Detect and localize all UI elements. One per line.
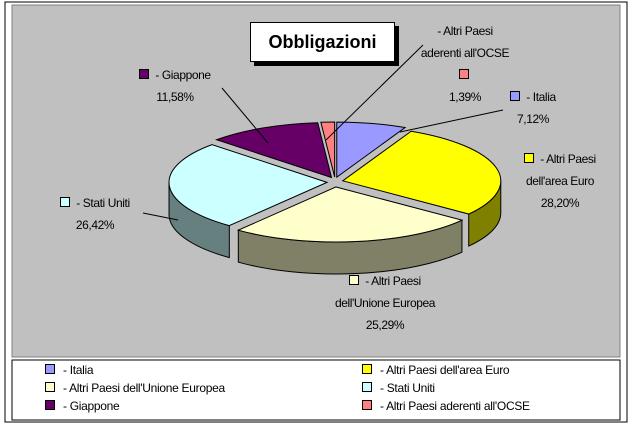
data-label: - Giappone 11,58% — [120, 64, 230, 108]
slice-top — [336, 121, 407, 179]
legend-box — [11, 359, 621, 421]
data-label: - Altri Paesi dell'area Euro 28,20% — [505, 148, 615, 214]
leader-line — [142, 212, 179, 221]
legend-swatch — [362, 400, 372, 410]
leader-line — [221, 87, 269, 144]
data-label: - Stati Uniti 26,42% — [40, 192, 150, 236]
legend-entry: - Giappone — [45, 399, 120, 413]
legend-entry: - Italia — [45, 363, 94, 377]
label-swatch — [524, 153, 535, 163]
pie — [168, 121, 502, 275]
legend-label: - Altri Paesi dell'Unione Europea — [63, 381, 225, 395]
slice-top — [236, 186, 464, 243]
label-value: 1,39% — [448, 90, 482, 104]
legend-entry: - Altri Paesi aderenti all'OCSE — [362, 399, 530, 413]
pie-slice — [336, 121, 407, 179]
leader-lines — [142, 44, 504, 221]
label-swatch — [459, 69, 469, 79]
legend-swatch — [45, 364, 55, 374]
pie-slice — [236, 186, 464, 275]
legend-label: - Stati Uniti — [380, 381, 435, 395]
legend-entry: - Altri Paesi dell'Unione Europea — [45, 381, 225, 395]
slice-top — [215, 122, 333, 179]
legend-swatch — [362, 364, 372, 374]
pie-slice — [168, 144, 329, 259]
leader-line — [325, 44, 424, 141]
legend-entry: - Altri Paesi dell'area Euro — [362, 363, 510, 377]
leader-line — [399, 109, 504, 133]
label-swatch — [60, 197, 71, 207]
slice-top — [341, 130, 502, 215]
slice-top — [168, 144, 329, 227]
data-label: - Italia 7,12% — [488, 86, 578, 130]
label-value: 11,58% — [156, 90, 194, 104]
label-name: - Altri Paesi aderenti all'OCSE — [420, 24, 510, 60]
pie-slice — [215, 122, 333, 179]
label-name: - Altri Paesi dell'Unione Europea — [334, 274, 436, 310]
data-label: - Altri Paesi dell'Unione Europea 25,29% — [330, 270, 440, 336]
label-value: 7,12% — [516, 112, 550, 126]
label-name: - Italia — [526, 90, 556, 104]
pie-slice — [341, 130, 502, 247]
label-swatch — [510, 91, 521, 101]
label-value: 26,42% — [75, 218, 115, 232]
label-name: - Stati Uniti — [76, 196, 130, 210]
legend-swatch — [45, 400, 55, 410]
label-swatch — [349, 275, 360, 285]
pie-slice — [320, 121, 336, 178]
label-value: 25,29% — [365, 318, 405, 332]
legend-entry: - Stati Uniti — [362, 381, 435, 395]
legend-label: - Altri Paesi dell'area Euro — [380, 363, 510, 377]
data-label: - Altri Paesi aderenti all'OCSE 1,39% — [420, 20, 510, 108]
label-name: - Altri Paesi dell'area Euro — [525, 152, 596, 188]
legend-label: - Giappone — [63, 399, 120, 413]
label-name: - Giappone — [155, 68, 211, 82]
legend-label: - Altri Paesi aderenti all'OCSE — [380, 399, 530, 413]
legend-swatch — [45, 382, 55, 392]
label-swatch — [139, 69, 150, 79]
chart-title: Obbligazioni — [250, 22, 395, 62]
legend-swatch — [362, 382, 372, 392]
label-value: 28,20% — [540, 196, 580, 210]
slice-top — [320, 121, 336, 178]
legend-label: - Italia — [63, 363, 94, 377]
